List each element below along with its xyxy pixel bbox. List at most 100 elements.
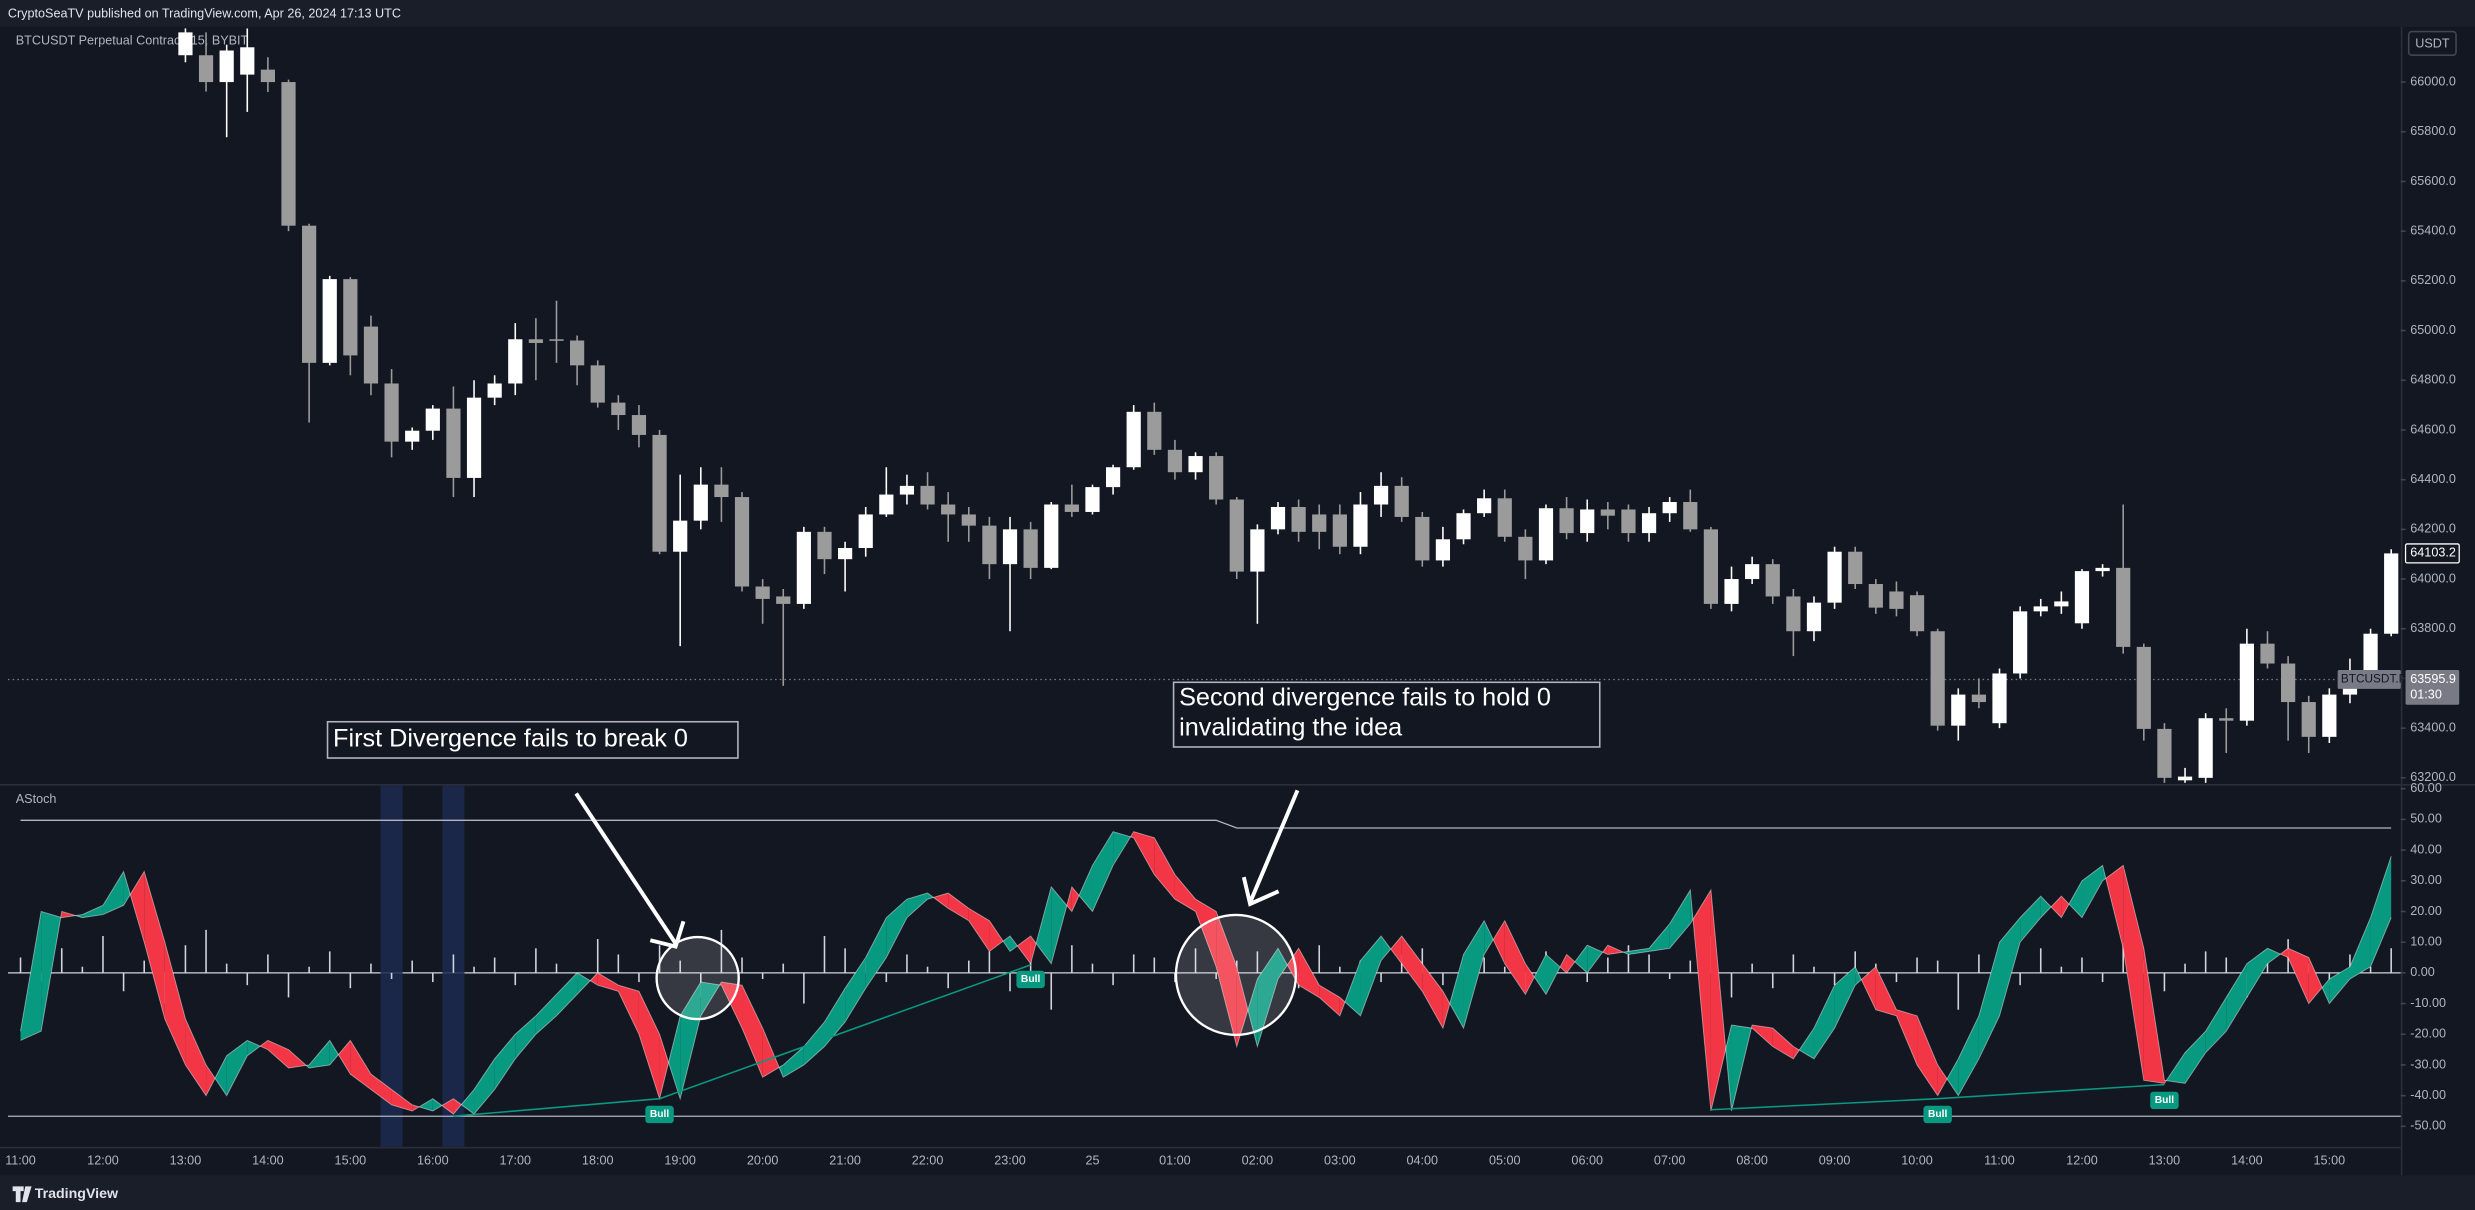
stoch-fill — [2185, 1031, 2206, 1084]
stoch-fill — [206, 1064, 216, 1096]
candle-body — [982, 525, 997, 565]
stoch-fill — [1154, 837, 1175, 900]
stoch-fill — [1834, 966, 1856, 1029]
candle-body — [2136, 646, 2151, 729]
y-tick-label: 63800.0 — [2410, 621, 2456, 635]
stoch-fill — [762, 1028, 780, 1078]
candle-body — [1147, 411, 1162, 450]
stoch-fill — [2123, 865, 2144, 1081]
stoch-fill — [130, 871, 145, 943]
stoch-fill — [1999, 917, 2021, 1016]
annotation-text: First Divergence fails to break 0 — [333, 725, 688, 753]
stoch-fill — [1484, 920, 1494, 955]
candle-body — [2074, 571, 2090, 624]
annotation-arrow — [1248, 789, 1300, 904]
signal-label: Bull — [650, 1109, 670, 1120]
stoch-fill — [260, 1040, 268, 1050]
x-tick-label: 10:00 — [1901, 1153, 1933, 1167]
stoch-fill — [185, 1018, 207, 1096]
x-tick-label: 15:00 — [335, 1153, 367, 1167]
candle-body — [1312, 514, 1327, 532]
stoch-fill — [1319, 985, 1340, 1016]
candle-body — [2157, 728, 2172, 778]
candle-body — [1703, 529, 1719, 604]
stoch-fill — [2280, 948, 2289, 958]
candle-body — [2239, 643, 2254, 721]
stoch-fill — [1442, 991, 1450, 1029]
price-pane — [7, 28, 2401, 783]
candle-body — [1724, 579, 1739, 604]
candle-body — [1229, 499, 1244, 572]
stoch-fill — [1690, 889, 1694, 924]
stoch-fill — [1978, 942, 2000, 1059]
candle-body — [1085, 487, 1100, 512]
stoch-fill — [886, 899, 907, 958]
stoch-fill — [1344, 960, 1361, 1016]
upper-band — [20, 819, 2392, 829]
stoch-fill — [391, 1089, 413, 1111]
candle-body — [2177, 776, 2193, 781]
stoch-fill — [1360, 936, 1382, 1016]
annotations: First Divergence fails to break 0 Second… — [326, 681, 1601, 1037]
stoch-fill — [1534, 954, 1546, 995]
stoch-fill — [1710, 889, 1726, 1111]
stoch-fill — [2040, 896, 2052, 918]
stoch-fill — [2166, 1052, 2186, 1084]
candle-body — [1538, 508, 1554, 561]
x-tick-label: 01:00 — [1159, 1153, 1191, 1167]
stoch-fill — [824, 988, 846, 1047]
x-tick-label: 11:00 — [1984, 1153, 2015, 1167]
candle-body — [961, 514, 976, 526]
stoch-fill — [618, 985, 639, 1035]
annotation-circle — [1174, 913, 1298, 1037]
last-price-box — [2404, 543, 2460, 564]
candle-body — [755, 586, 770, 599]
mark-price-label: 63595.9 — [2410, 672, 2456, 686]
x-tick-label: 07:00 — [1654, 1153, 1686, 1167]
indicator-pane — [7, 785, 2401, 1147]
candle-body — [1580, 509, 1595, 534]
candle-body — [2198, 718, 2213, 778]
stoch-fill — [215, 1055, 227, 1096]
x-tick-label: 13:00 — [170, 1153, 202, 1167]
x-tick-label: 20:00 — [747, 1153, 779, 1167]
mark-symbol-box — [2337, 669, 2401, 689]
candle-body — [1394, 485, 1409, 517]
stoch-fill — [1917, 1015, 1938, 1096]
candle-body — [1456, 513, 1471, 540]
stoch-fill — [1896, 1009, 1918, 1065]
stoch-fill — [1174, 874, 1196, 912]
y-tick-label: 30.00 — [2410, 873, 2442, 887]
stoch-fill — [1545, 954, 1561, 995]
signal-label-box — [2150, 1091, 2179, 1110]
stoch-fill — [2267, 948, 2281, 964]
candle-body — [652, 434, 667, 552]
stoch-fill — [1813, 985, 1835, 1059]
candle-body — [941, 504, 956, 515]
y-tick-label: -20.00 — [2410, 1027, 2446, 1041]
indicator-legend: AStoch — [16, 792, 57, 806]
stoch-fill — [1587, 945, 1603, 973]
last-price-label: 64103.2 — [2410, 546, 2456, 560]
x-tick-label: 17:00 — [499, 1153, 531, 1167]
candle-body — [1126, 411, 1141, 468]
divergence-line — [453, 964, 1031, 1117]
currency-box[interactable] — [2407, 30, 2457, 57]
stoch-fill — [2205, 997, 2227, 1053]
candle-body — [1167, 449, 1183, 473]
stoch-fill — [306, 1064, 310, 1069]
candle-body — [837, 547, 853, 560]
stoch-fill — [1113, 831, 1131, 866]
candle-body — [1064, 504, 1079, 512]
y-tick-label: 60.00 — [2410, 781, 2442, 795]
mark-symbol: BTCUSDT.P — [2341, 672, 2407, 686]
candle-body — [858, 514, 873, 548]
candle-body — [673, 520, 688, 552]
stoch-fill — [60, 911, 62, 918]
candle-body — [899, 485, 915, 495]
candle-body — [2054, 601, 2069, 607]
candle-body — [920, 485, 935, 505]
stoch-fill — [1017, 936, 1031, 964]
candle-body — [384, 383, 399, 442]
